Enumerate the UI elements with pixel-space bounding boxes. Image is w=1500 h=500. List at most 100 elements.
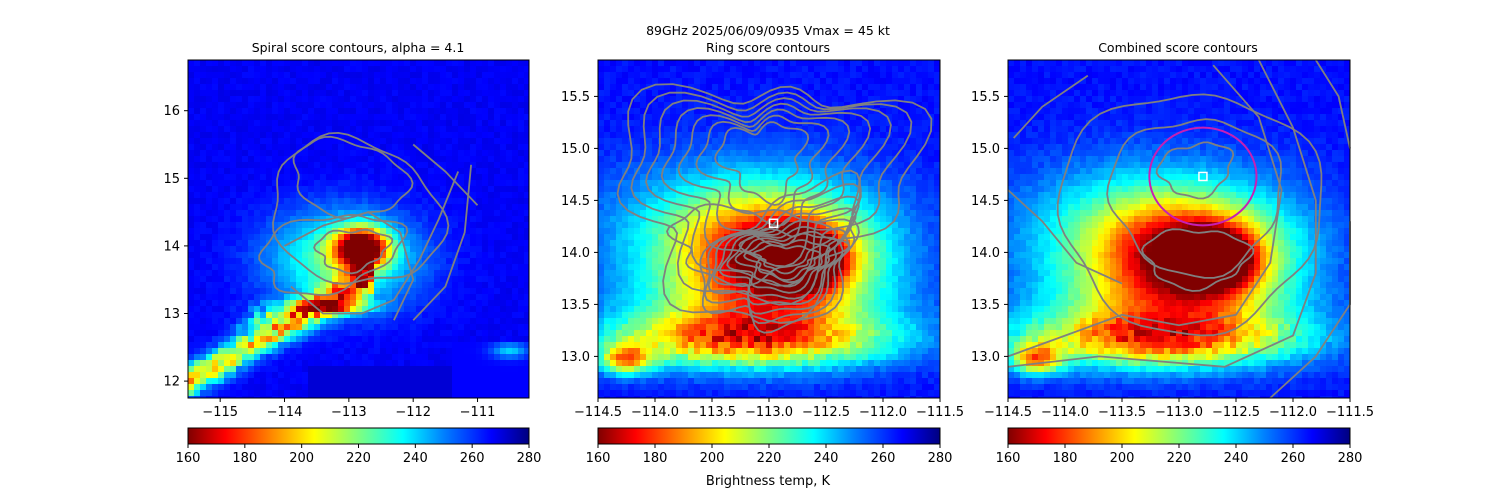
- heatmap-cell: [398, 366, 405, 373]
- heatmap-cell: [380, 378, 387, 385]
- heatmap-cell: [218, 204, 225, 211]
- heatmap-cell: [260, 312, 267, 319]
- heatmap-cell: [242, 348, 249, 355]
- heatmap-cell: [344, 276, 351, 283]
- heatmap-cell: [236, 84, 243, 91]
- heatmap-cell: [802, 168, 809, 175]
- heatmap-cell: [458, 90, 465, 97]
- heatmap-cell: [320, 66, 327, 73]
- heatmap-cell: [446, 102, 453, 109]
- heatmap-cell: [254, 210, 261, 217]
- heatmap-cell: [296, 204, 303, 211]
- heatmap-cell: [410, 138, 417, 145]
- heatmap-cell: [862, 186, 869, 193]
- heatmap-cell: [874, 210, 881, 217]
- heatmap-cell: [212, 144, 219, 151]
- heatmap-cell: [470, 390, 477, 397]
- heatmap-cell: [802, 174, 809, 181]
- heatmap-cell: [188, 384, 195, 391]
- heatmap-cell: [446, 228, 453, 235]
- heatmap-cell: [236, 90, 243, 97]
- heatmap-cell: [422, 156, 429, 163]
- heatmap-cell: [344, 144, 351, 151]
- heatmap-cell: [772, 90, 779, 97]
- heatmap-cell: [362, 72, 369, 79]
- heatmap-cell: [332, 276, 339, 283]
- heatmap-cell: [512, 90, 519, 97]
- heatmap-cell: [784, 222, 791, 229]
- heatmap-cell: [428, 168, 435, 175]
- heatmap-cell: [934, 198, 941, 205]
- heatmap-cell: [236, 336, 243, 343]
- heatmap-cell: [518, 138, 525, 145]
- heatmap-cell: [452, 120, 459, 127]
- heatmap-cell: [224, 270, 231, 277]
- heatmap-cell: [368, 366, 375, 373]
- heatmap-cell: [236, 174, 243, 181]
- heatmap-cell: [476, 102, 483, 109]
- heatmap-cell: [922, 78, 929, 85]
- heatmap-cell: [874, 90, 881, 97]
- heatmap-cell: [398, 102, 405, 109]
- heatmap-cell: [458, 390, 465, 397]
- heatmap-cell: [506, 84, 513, 91]
- heatmap-cell: [482, 264, 489, 271]
- heatmap-cell: [206, 144, 213, 151]
- heatmap-cell: [416, 330, 423, 337]
- heatmap-cell: [488, 234, 495, 241]
- heatmap-cell: [356, 162, 363, 169]
- heatmap-cell: [398, 330, 405, 337]
- heatmap-cell: [832, 222, 839, 229]
- heatmap-cell: [314, 252, 321, 259]
- heatmap-cell: [440, 180, 447, 187]
- heatmap-cell: [284, 132, 291, 139]
- heatmap-cell: [290, 366, 297, 373]
- heatmap-cell: [368, 186, 375, 193]
- heatmap-cell: [506, 354, 513, 361]
- heatmap-cell: [446, 288, 453, 295]
- heatmap-cell: [236, 240, 243, 247]
- heatmap-cell: [188, 348, 195, 355]
- heatmap-cell: [290, 204, 297, 211]
- heatmap-cell: [200, 108, 207, 115]
- heatmap-cell: [512, 198, 519, 205]
- heatmap-cell: [634, 138, 641, 145]
- heatmap-cell: [506, 168, 513, 175]
- heatmap-cell: [694, 198, 701, 205]
- heatmap-cell: [640, 84, 647, 91]
- heatmap-cell: [248, 294, 255, 301]
- heatmap-cell: [326, 132, 333, 139]
- heatmap-cell: [736, 222, 743, 229]
- heatmap-cell: [470, 324, 477, 331]
- heatmap-cell: [820, 90, 827, 97]
- heatmap-cell: [374, 138, 381, 145]
- heatmap-cell: [760, 210, 767, 217]
- heatmap-cell: [404, 240, 411, 247]
- heatmap-cell: [392, 282, 399, 289]
- heatmap-cell: [194, 354, 201, 361]
- heatmap-cell: [374, 360, 381, 367]
- heatmap-cell: [290, 378, 297, 385]
- heatmap-cell: [820, 78, 827, 85]
- heatmap-cell: [458, 330, 465, 337]
- heatmap-cell: [904, 72, 911, 79]
- heatmap-cell: [796, 66, 803, 73]
- heatmap-cell: [730, 192, 737, 199]
- heatmap-cell: [428, 366, 435, 373]
- heatmap-cell: [362, 90, 369, 97]
- heatmap-cell: [230, 348, 237, 355]
- heatmap-cell: [332, 156, 339, 163]
- heatmap-cell: [458, 192, 465, 199]
- heatmap-cell: [380, 192, 387, 199]
- heatmap-cell: [850, 192, 857, 199]
- heatmap-cell: [464, 66, 471, 73]
- heatmap-cell: [404, 348, 411, 355]
- heatmap-cell: [458, 306, 465, 313]
- heatmap-cell: [278, 240, 285, 247]
- heatmap-cell: [302, 306, 309, 313]
- heatmap-cell: [188, 90, 195, 97]
- heatmap-cell: [922, 156, 929, 163]
- heatmap-cell: [386, 210, 393, 217]
- heatmap-cell: [422, 396, 429, 399]
- heatmap-cell: [844, 174, 851, 181]
